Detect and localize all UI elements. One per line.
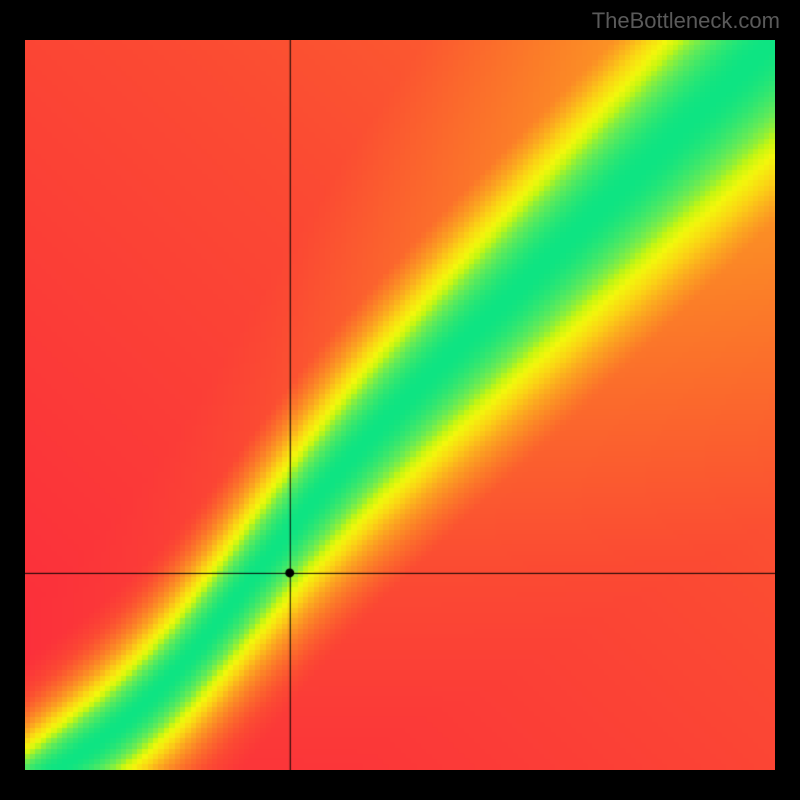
bottleneck-heatmap bbox=[25, 40, 775, 770]
watermark-text: TheBottleneck.com bbox=[592, 8, 780, 34]
heatmap-canvas bbox=[25, 40, 775, 770]
